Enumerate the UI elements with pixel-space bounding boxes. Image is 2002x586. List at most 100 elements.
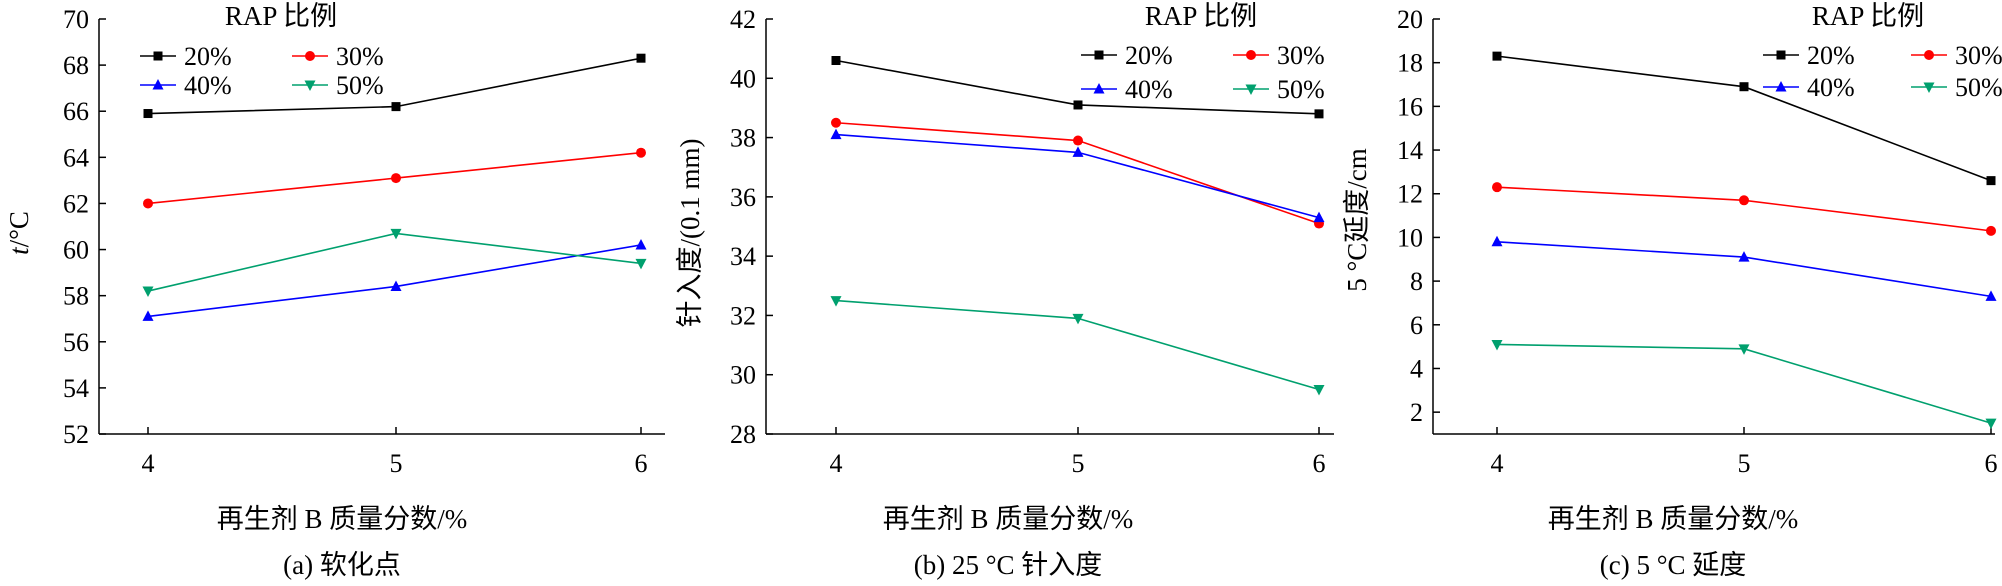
- y-tick-label: 54: [63, 374, 89, 403]
- y-tick-label: 68: [63, 51, 89, 80]
- data-point-50pct: [1072, 313, 1084, 325]
- y-tick-label: 52: [63, 420, 89, 449]
- yticks-b: 28 30 32 34 36 38 40 42: [730, 5, 773, 449]
- data-point-40pct: [1313, 211, 1325, 223]
- legend-label: 50%: [1277, 75, 1325, 104]
- xticks-b: 4 5 6: [830, 427, 1326, 478]
- axes-a: [98, 19, 665, 435]
- caption-c: (c) 5 °C 延度: [1600, 550, 1747, 580]
- data-point-30pct: [143, 198, 153, 209]
- legend-title-c: RAP 比例: [1812, 1, 1924, 31]
- y-tick-label: 56: [63, 328, 89, 357]
- data-point-20pct: [1492, 51, 1502, 61]
- data-point-40pct: [830, 128, 842, 140]
- y-tick-label: 20: [1397, 5, 1423, 34]
- y-tick-label: 36: [730, 183, 756, 212]
- data-point-50pct: [142, 286, 154, 298]
- data-point-50pct: [830, 296, 842, 307]
- legend-marker: [1924, 50, 1934, 60]
- legend-label: 50%: [336, 71, 384, 100]
- x-tick-label: 6: [635, 449, 648, 478]
- xticks-a: 4 5 6: [142, 427, 648, 478]
- data-point-40pct: [1738, 251, 1750, 262]
- x-tick-label: 4: [1491, 449, 1504, 478]
- y-tick-label: 70: [63, 5, 89, 34]
- y-axis-label-b: 针入度/(0.1 mm): [675, 139, 705, 328]
- y-tick-label: 64: [63, 143, 89, 172]
- data-point-40pct: [390, 280, 402, 291]
- series-line-40pct: [835, 133, 1320, 219]
- y-tick-label: 8: [1410, 267, 1423, 296]
- legend-label: 40%: [184, 71, 232, 100]
- legend-item-30pct: 30%: [292, 42, 384, 71]
- y-tick-label: 34: [730, 242, 756, 271]
- x-axis-label-c: 再生剂 B 质量分数/%: [1548, 504, 1799, 534]
- data-point-20pct: [1073, 100, 1083, 110]
- legend-label: 40%: [1807, 73, 1855, 102]
- data-point-30pct: [1492, 182, 1502, 193]
- y-tick-label: 4: [1410, 354, 1423, 383]
- data-point-50pct: [1738, 344, 1750, 355]
- data-point-50pct: [1491, 339, 1503, 351]
- legend-item-30pct: 30%: [1233, 41, 1325, 70]
- x-tick-label: 4: [830, 449, 843, 478]
- legend-label: 40%: [1125, 75, 1173, 104]
- legend-label: 50%: [1955, 73, 2002, 102]
- data-point-20pct: [636, 53, 646, 63]
- y-tick-label: 6: [1410, 311, 1423, 340]
- legend-marker: [1776, 50, 1786, 60]
- axes-c: [1432, 19, 1995, 435]
- data-point-30pct: [636, 147, 646, 158]
- data-point-30pct: [1739, 195, 1749, 206]
- series-line-50pct: [1496, 343, 1992, 424]
- x-tick-label: 6: [1313, 449, 1326, 478]
- legend-label: 20%: [1807, 41, 1855, 70]
- data-point-40pct: [142, 310, 154, 321]
- data-point-20pct: [1986, 176, 1996, 186]
- legend-marker: [1245, 84, 1257, 95]
- data-point-40pct: [1985, 290, 1997, 301]
- legend-marker: [305, 51, 315, 61]
- caption-b: (b) 25 °C 针入度: [914, 550, 1103, 580]
- data-point-30pct: [1073, 135, 1083, 146]
- series-markers-c: [1491, 51, 1997, 430]
- x-axis-label-b: 再生剂 B 质量分数/%: [883, 504, 1134, 534]
- legend-item-20pct: 20%: [1081, 41, 1173, 70]
- x-tick-label: 6: [1985, 449, 1998, 478]
- x-tick-label: 5: [1738, 449, 1751, 478]
- data-point-50pct: [635, 258, 647, 270]
- series-line-40pct: [147, 244, 642, 318]
- y-tick-label: 60: [63, 236, 89, 265]
- y-tick-label: 66: [63, 97, 89, 126]
- y-tick-label: 28: [730, 420, 756, 449]
- series-markers-a: [142, 53, 647, 321]
- legend-item-20pct: 20%: [140, 42, 232, 71]
- legend-item-20pct: 20%: [1763, 41, 1855, 70]
- y-tick-label: 58: [63, 282, 89, 311]
- data-point-30pct: [1986, 225, 1996, 236]
- legend-marker: [153, 51, 163, 61]
- data-point-50pct: [1985, 418, 1997, 430]
- y-tick-label: 62: [63, 189, 89, 218]
- legend-marker: [1923, 82, 1935, 93]
- data-point-30pct: [391, 173, 401, 184]
- data-point-20pct: [1739, 82, 1749, 92]
- legend-item-50pct: 50%: [1911, 73, 2002, 102]
- x-tick-label: 4: [142, 449, 155, 478]
- series-line-20pct: [1496, 55, 1992, 182]
- caption-a: (a) 软化点: [283, 550, 401, 580]
- legend-title-a: RAP 比例: [225, 1, 337, 31]
- data-point-40pct: [1491, 235, 1503, 247]
- series-lines-b: [835, 59, 1320, 391]
- yticks-a: 52 54 56 58 60 62 64 66 68 70: [63, 5, 106, 449]
- legend-item-30pct: 30%: [1911, 41, 2002, 70]
- legend-marker: [304, 80, 316, 91]
- data-point-20pct: [391, 102, 401, 112]
- data-point-40pct: [1072, 146, 1084, 157]
- legend-b: RAP 比例 20% 30% 40% 50%: [1081, 1, 1325, 104]
- chart-b: 28 30 32 34 36 38 40 42 4 5 6 针入度/(0.1 mm) 再生剂 B …: [675, 1, 1334, 580]
- legend-item-40pct: 40%: [140, 71, 232, 100]
- y-tick-label: 16: [1397, 92, 1423, 121]
